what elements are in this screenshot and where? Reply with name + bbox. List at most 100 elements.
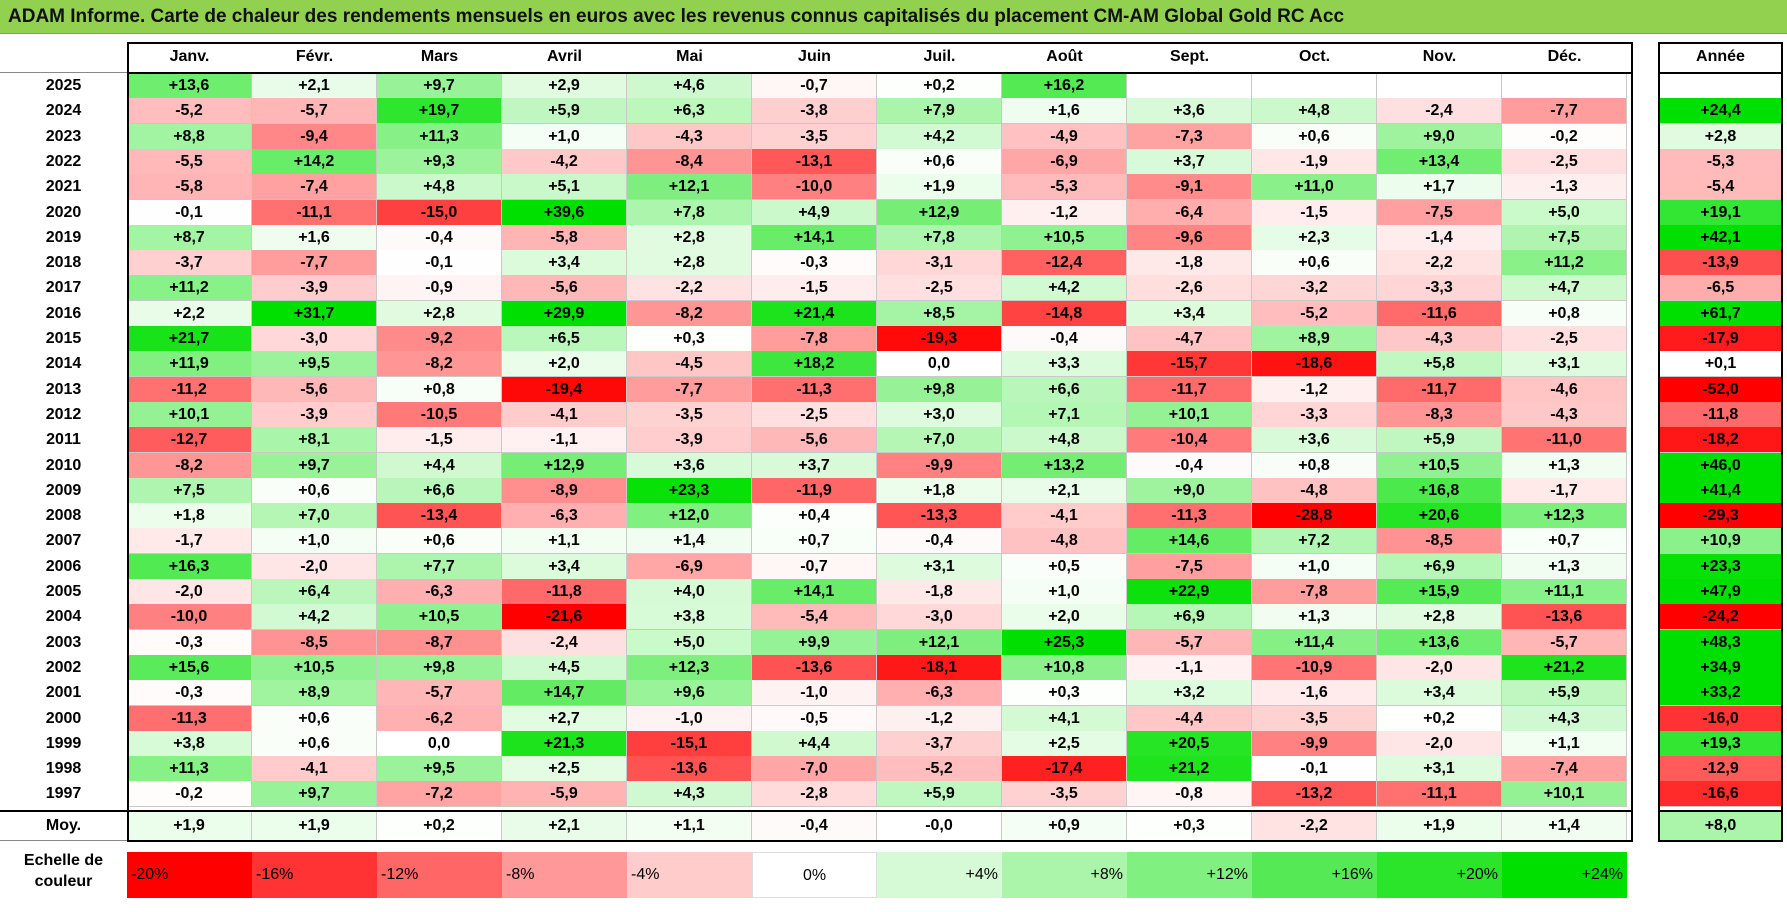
heatmap-cell: -13,4	[377, 503, 502, 530]
heatmap-cell: +7,5	[1502, 224, 1627, 251]
heatmap-cell: +4,3	[627, 781, 752, 808]
year-label: 2005	[45, 583, 82, 600]
heatmap-cell: -8,5	[1377, 528, 1502, 555]
month-header: Août	[1046, 48, 1083, 65]
heatmap-cell: -5,7	[252, 98, 377, 125]
heatmap-cell: +7,1	[1002, 401, 1127, 428]
average-label: Moy.	[45, 817, 82, 834]
heatmap-cell: -3,1	[877, 250, 1002, 277]
heatmap-cell: +23,3	[627, 477, 752, 504]
heatmap-cell: +18,2	[752, 351, 877, 378]
heatmap-cell: +0,4	[752, 503, 877, 530]
heatmap-cell: -2,0	[1377, 730, 1502, 757]
year-label: 1998	[45, 760, 82, 778]
heatmap-cell: +2,1	[252, 73, 377, 99]
heatmap-cell: +9,5	[377, 756, 502, 783]
heatmap-cell: -11,0	[1502, 427, 1627, 454]
average-separator	[127, 810, 1633, 812]
heatmap-cell: -1,6	[1252, 680, 1377, 707]
average-cell: +1,4	[1502, 811, 1627, 840]
heatmap-cell: -1,5	[752, 275, 877, 302]
heatmap-cell: -21,6	[502, 604, 627, 631]
header-separator	[127, 72, 1633, 74]
heatmap-cell: -11,1	[1377, 781, 1502, 808]
heatmap-cell: +3,4	[1127, 300, 1252, 327]
annual-cell: +34,9	[1658, 654, 1783, 681]
month-header: Juin	[798, 48, 831, 65]
heatmap-cell: -1,2	[1002, 199, 1127, 226]
heatmap-cell: +7,5	[127, 477, 252, 504]
color-scale-swatch: +4%	[877, 852, 1002, 898]
heatmap-cell: -1,0	[627, 705, 752, 732]
heatmap-cell: +11,3	[127, 756, 252, 783]
heatmap-cell: -8,5	[252, 629, 377, 656]
year-label: 2004	[45, 608, 82, 626]
average-cell: +1,9	[1377, 811, 1502, 840]
heatmap-cell: +2,8	[627, 250, 752, 277]
month-header: Mai	[676, 48, 703, 65]
year-label: 2002	[45, 658, 82, 676]
heatmap-cell: -15,0	[377, 199, 502, 226]
heatmap-cell: +5,8	[1377, 351, 1502, 378]
year-label: 2020	[45, 203, 82, 221]
heatmap-cell: -7,4	[252, 174, 377, 201]
heatmap-cell: +4,0	[627, 579, 752, 605]
heatmap-cell: -0,3	[127, 680, 252, 707]
heatmap-cell: +12,9	[502, 452, 627, 479]
month-header: Janv.	[169, 48, 210, 65]
month-header: Mars	[420, 48, 459, 65]
heatmap-cell: -3,5	[627, 401, 752, 428]
heatmap-cell: +8,1	[252, 427, 377, 454]
heatmap-cell: +3,6	[1127, 98, 1252, 125]
heatmap-cell: +10,8	[1002, 654, 1127, 681]
annual-cell: +48,3	[1658, 629, 1783, 656]
year-label: 2023	[45, 127, 82, 145]
color-scale-swatch: +20%	[1377, 852, 1502, 898]
year-label: 2019	[45, 228, 82, 246]
heatmap-cell: -6,9	[627, 553, 752, 580]
heatmap-cell: +6,9	[1377, 553, 1502, 580]
heatmap-cell: +3,4	[502, 553, 627, 580]
heatmap-cell: +10,5	[1002, 224, 1127, 251]
year-label: 2008	[45, 507, 82, 525]
heatmap-cell: +5,9	[502, 98, 627, 125]
heatmap-cell: -9,9	[1252, 730, 1377, 757]
heatmap-cell: -5,3	[1002, 174, 1127, 201]
heatmap-cell: +1,9	[877, 174, 1002, 201]
heatmap-cell: +19,7	[377, 98, 502, 125]
heatmap-cell: +2,8	[627, 224, 752, 251]
average-annual-cell: +8,0	[1658, 811, 1783, 840]
heatmap-cell: +11,2	[127, 275, 252, 302]
heatmap-cell: -11,6	[1377, 300, 1502, 327]
heatmap-cell: +1,8	[127, 503, 252, 530]
annual-header: Année	[1696, 48, 1745, 65]
heatmap-cell: -28,8	[1252, 503, 1377, 530]
year-label: 2015	[45, 330, 82, 347]
heatmap-cell: +20,5	[1127, 730, 1252, 757]
average-cell: +1,9	[252, 811, 377, 840]
heatmap-cell: +1,3	[1502, 452, 1627, 479]
year-label: 2012	[45, 405, 82, 423]
heatmap-cell: +10,5	[1377, 452, 1502, 479]
year-label: 2022	[45, 152, 82, 170]
heatmap-cell: -2,5	[1502, 148, 1627, 175]
heatmap-cell: -6,2	[377, 705, 502, 732]
page-title: ADAM Informe. Carte de chaleur des rende…	[0, 0, 1787, 34]
heatmap-cell: -4,8	[1002, 528, 1127, 555]
year-label: 2006	[45, 557, 82, 575]
heatmap-cell: -13,2	[1252, 781, 1377, 808]
heatmap-cell: -1,0	[752, 680, 877, 707]
heatmap-cell: -1,8	[877, 579, 1002, 605]
heatmap-cell: -5,7	[1127, 629, 1252, 656]
heatmap-cell: +1,0	[502, 123, 627, 150]
heatmap-cell: -3,5	[1252, 705, 1377, 732]
heatmap-cell: +10,1	[127, 401, 252, 428]
heatmap-cell: -2,2	[1377, 250, 1502, 277]
average-cell: +0,3	[1127, 811, 1252, 840]
heatmap-cell: -4,3	[1502, 401, 1627, 428]
heatmap-cell: -7,7	[252, 250, 377, 277]
heatmap-cell: +29,9	[502, 300, 627, 327]
heatmap-cell: +9,8	[377, 654, 502, 681]
heatmap-cell: +12,0	[627, 503, 752, 530]
heatmap-cell: +9,7	[377, 73, 502, 99]
